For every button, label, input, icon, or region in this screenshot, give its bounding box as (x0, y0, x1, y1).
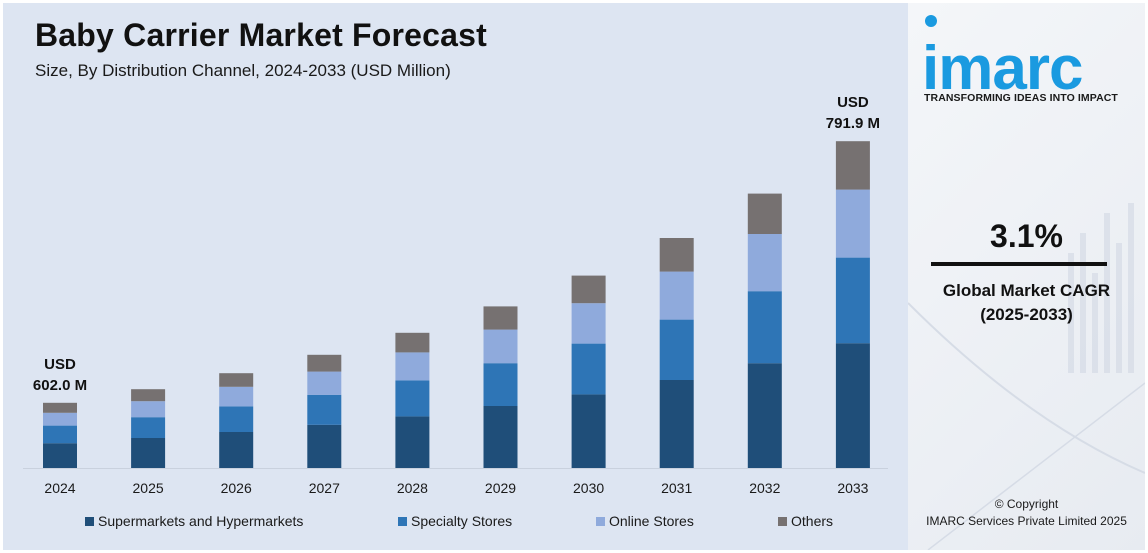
bar-2028-supermarkets (395, 416, 430, 468)
bar-2025-others (131, 389, 166, 402)
bar-2024-specialty (43, 425, 77, 444)
bar-2029-specialty (483, 363, 518, 406)
copyright-line1: © Copyright (994, 497, 1059, 511)
bar-2026-online (219, 386, 254, 407)
legend-swatch-others (778, 516, 787, 526)
annotation-2033: USD 791.9 M (826, 94, 880, 132)
legend-item-specialty: Specialty Stores (398, 513, 512, 529)
bar-2025-online (131, 401, 166, 418)
legend-label-others: Others (791, 513, 834, 529)
bar-2031-supermarkets (659, 380, 694, 468)
bar-2024-online (43, 412, 77, 426)
x-tick-label-2027: 2027 (309, 480, 340, 496)
cagr-label: Global Market CAGR (2025-2033) (908, 279, 1145, 327)
cagr-label-line1: Global Market CAGR (942, 281, 1111, 300)
bar-2030-online (571, 303, 606, 344)
bar-2030-supermarkets (571, 394, 606, 468)
bar-2030-specialty (571, 343, 606, 395)
bar-2025-specialty (131, 417, 166, 438)
cagr-divider (931, 262, 1107, 266)
bar-2027-specialty (307, 394, 342, 425)
x-tick-label-2029: 2029 (485, 480, 516, 496)
bar-2025-supermarkets (131, 438, 166, 468)
legend-item-others: Others (778, 513, 833, 529)
legend-label-supermarkets: Supermarkets and Hypermarkets (98, 513, 304, 529)
bar-2032-supermarkets (747, 363, 782, 468)
bar-2027-others (307, 354, 342, 372)
bar-2031-specialty (659, 319, 694, 380)
legend-swatch-specialty (398, 516, 407, 526)
bar-2029-others (483, 306, 518, 330)
bar-2028-specialty (395, 380, 430, 417)
bar-2028-online (395, 352, 430, 381)
annotation-2033-line2: 791.9 M (826, 115, 880, 132)
x-tick-label-2024: 2024 (44, 480, 75, 496)
x-tick-label-2030: 2030 (573, 480, 604, 496)
bar-2032-online (747, 234, 782, 292)
x-tick-label-2025: 2025 (133, 480, 164, 496)
bar-2028-others (395, 332, 430, 353)
cagr-value: 3.1% (990, 218, 1063, 254)
brand-tagline: TRANSFORMING IDEAS INTO IMPACT (924, 92, 1118, 104)
stacked-bar-chart: 2024 2025 2026 2027 2028 2029 2030 2031 2032 2033… (23, 94, 888, 496)
bar-2026-specialty (219, 406, 254, 432)
bar-2033-others (835, 141, 870, 190)
bar-2031-online (659, 271, 694, 320)
x-tick-label-2028: 2028 (397, 480, 428, 496)
bar-2033-online (835, 189, 870, 258)
bar-2032-specialty (747, 291, 782, 364)
bar-2029-supermarkets (483, 406, 518, 468)
bar-2024-others (43, 402, 77, 413)
bar-2027-online (307, 371, 342, 395)
bar-2026-supermarkets (219, 432, 254, 468)
bar-2026-others (219, 373, 254, 387)
annotation-2024: USD 602.0 M (33, 356, 87, 394)
bar-2030-others (571, 275, 606, 304)
bar-2031-others (659, 238, 694, 272)
brand-panel: imarc TRANSFORMING IDEAS INTO IMPACT 3.1… (908, 3, 1145, 550)
legend-item-online: Online Stores (596, 513, 694, 529)
chart-subtitle: Size, By Distribution Channel, 2024-2033… (35, 61, 451, 80)
background-decoration (908, 203, 1145, 550)
x-tick-label-2032: 2032 (749, 480, 780, 496)
cagr-label-line2: (2025-2033) (980, 305, 1073, 324)
imarc-logo: imarc (922, 15, 1083, 103)
x-tick-label-2033: 2033 (837, 480, 868, 496)
legend-swatch-online (596, 516, 605, 526)
chart-title: Baby Carrier Market Forecast (35, 17, 488, 53)
bar-2032-others (747, 193, 782, 234)
bar-2027-supermarkets (307, 424, 342, 468)
bar-2033-supermarkets (835, 343, 870, 468)
annotation-2033-line1: USD (837, 94, 869, 111)
annotation-2024-line2: 602.0 M (33, 377, 87, 394)
infographic-frame: Baby Carrier Market Forecast Size, By Di… (3, 3, 1145, 550)
logo-text: imarc (922, 34, 1082, 103)
bar-2029-online (483, 329, 518, 364)
legend-label-specialty: Specialty Stores (411, 513, 513, 529)
legend-swatch-supermarkets (85, 516, 94, 526)
x-tick-label-2026: 2026 (221, 480, 252, 496)
bar-2033-specialty (835, 257, 870, 344)
legend-item-supermarkets: Supermarkets and Hypermarkets (85, 513, 303, 529)
x-tick-label-2031: 2031 (661, 480, 692, 496)
annotation-2024-line1: USD (44, 356, 76, 373)
legend-label-online: Online Stores (609, 513, 694, 529)
copyright-line2: IMARC Services Private Limited 2025 (926, 514, 1127, 528)
bar-2024-supermarkets (43, 443, 77, 468)
